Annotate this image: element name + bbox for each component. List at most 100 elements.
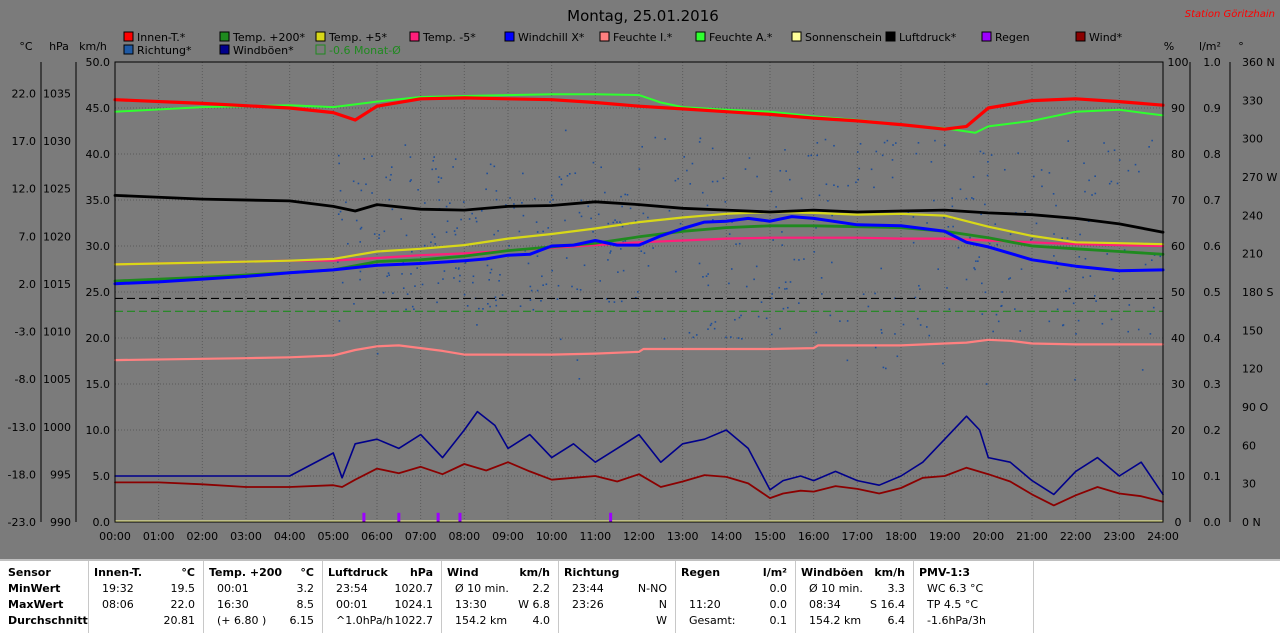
direction-point xyxy=(856,151,859,153)
legend-label: Regen xyxy=(995,31,1030,44)
direction-point xyxy=(957,246,960,249)
press-tick-label: 1035 xyxy=(43,87,71,100)
direction-point xyxy=(994,223,997,225)
direction-point xyxy=(706,204,709,207)
dir-unit-label: ° xyxy=(1238,40,1244,53)
series-line xyxy=(113,210,1165,266)
press-tick-label: 1010 xyxy=(43,326,71,339)
direction-point xyxy=(1128,304,1131,306)
direction-point xyxy=(972,176,975,178)
direction-point xyxy=(714,321,717,323)
stats-block-title: Richtung xyxy=(564,566,620,579)
direction-point xyxy=(466,305,469,307)
x-tick-label: 24:00 xyxy=(1147,530,1179,543)
rain-unit-label: l/m² xyxy=(1199,40,1221,53)
direction-point xyxy=(387,272,390,274)
direction-point xyxy=(975,260,977,262)
series-line xyxy=(113,338,1165,362)
direction-point xyxy=(988,242,991,245)
direction-point xyxy=(1110,180,1113,183)
direction-point xyxy=(352,180,355,183)
direction-point xyxy=(880,267,883,270)
press-tick-label: 995 xyxy=(50,468,71,481)
dir-tick-label: 30 xyxy=(1242,478,1256,491)
direction-point xyxy=(781,231,783,233)
legend-swatch xyxy=(1075,31,1086,42)
direction-point xyxy=(637,291,639,293)
stats-row-label: 23:26 xyxy=(572,598,604,611)
direction-point xyxy=(821,293,823,295)
direction-point xyxy=(436,301,438,304)
dir-tick-label: 330 xyxy=(1242,94,1263,107)
direction-point xyxy=(1127,330,1129,333)
direction-point xyxy=(373,233,376,235)
direction-point xyxy=(919,288,921,290)
direction-point xyxy=(549,201,551,203)
direction-point xyxy=(1035,222,1038,225)
direction-point xyxy=(542,284,544,286)
x-tick-label: 21:00 xyxy=(1016,530,1048,543)
direction-point xyxy=(784,149,786,151)
stats-block: Innen-T. °C 19:32 19.5 08:06 22.0 20.81 xyxy=(88,561,204,633)
direction-point xyxy=(683,156,686,158)
stats-block-title: Wind xyxy=(447,566,479,579)
wind-tick-label: 0.0 xyxy=(93,516,111,529)
direction-point xyxy=(462,201,465,203)
direction-point xyxy=(390,166,393,168)
direction-point xyxy=(839,320,841,322)
direction-point xyxy=(738,316,741,319)
direction-point xyxy=(489,271,492,274)
rain-tick-label: 0.6 xyxy=(1203,240,1221,253)
rain-tick-label: 0.7 xyxy=(1203,194,1221,207)
direction-point xyxy=(341,281,344,284)
legend-label: Feuchte A.* xyxy=(709,31,773,44)
direction-point xyxy=(1093,295,1096,297)
direction-point xyxy=(1017,152,1019,154)
direction-point xyxy=(902,323,905,326)
direction-point xyxy=(891,176,894,179)
direction-point xyxy=(933,199,935,202)
press-tick-label: 1015 xyxy=(43,278,71,291)
rain-tick-label: 0.5 xyxy=(1203,286,1221,299)
direction-point xyxy=(712,219,714,221)
direction-point xyxy=(345,201,347,204)
direction-point xyxy=(551,269,554,272)
direction-point xyxy=(339,189,342,192)
temp-tick-label: 7.0 xyxy=(19,230,37,243)
direction-point xyxy=(532,308,535,311)
stats-row-label: ^1.0hPa/h xyxy=(336,614,394,627)
direction-point xyxy=(1159,255,1162,258)
stats-row-label: (+ 6.80 ) xyxy=(217,614,267,627)
legend-label: Innen-T.* xyxy=(137,31,186,44)
direction-point xyxy=(833,184,835,187)
direction-point xyxy=(881,332,883,334)
direction-point xyxy=(800,197,803,200)
direction-point xyxy=(552,198,554,201)
direction-point xyxy=(977,260,979,263)
direction-point xyxy=(341,218,343,221)
direction-point xyxy=(385,176,387,179)
dir-tick-label: 90 O xyxy=(1242,401,1268,414)
stats-row-label: 13:30 xyxy=(455,598,487,611)
direction-point xyxy=(912,241,915,244)
direction-point xyxy=(518,230,521,233)
direction-point xyxy=(1031,238,1034,240)
legend-label: Temp. +5* xyxy=(328,31,388,44)
legend-swatch xyxy=(885,31,896,42)
direction-point xyxy=(779,327,781,330)
direction-point xyxy=(730,268,733,270)
direction-point xyxy=(471,212,473,215)
x-axis-labels: 00:00 01:00 02:00 03:00 04:00 05:00 06:00 07:00… xyxy=(99,530,1179,543)
direction-point xyxy=(416,267,418,269)
stats-block-unit: l/m² xyxy=(762,566,787,579)
direction-point xyxy=(388,198,391,201)
direction-point xyxy=(365,183,367,186)
direction-point xyxy=(464,262,467,264)
direction-point xyxy=(606,298,608,300)
direction-point xyxy=(474,217,477,219)
direction-point xyxy=(547,227,550,229)
direction-point xyxy=(495,299,497,302)
direction-point xyxy=(453,277,455,279)
direction-point xyxy=(1112,278,1114,280)
direction-point xyxy=(1108,182,1111,185)
